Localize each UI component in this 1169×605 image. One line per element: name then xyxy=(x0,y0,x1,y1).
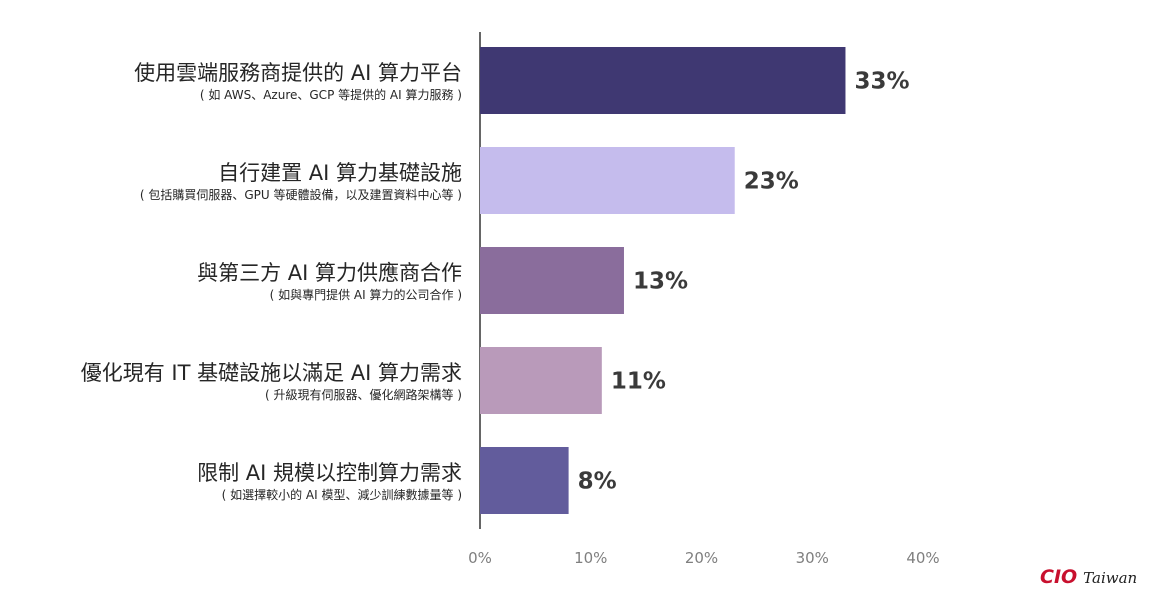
value-label-4: 11% xyxy=(611,369,666,395)
value-label-2: 23% xyxy=(744,169,799,195)
category-sublabel-5: ( 如選擇較小的 AI 模型、減少訓練數據量等 ) xyxy=(222,487,462,502)
value-label-3: 13% xyxy=(633,269,688,295)
value-label-1: 33% xyxy=(854,69,909,95)
x-tick-label-1: 0% xyxy=(468,549,492,567)
x-tick-label-4: 30% xyxy=(796,549,829,567)
category-sublabel-3: ( 如與專門提供 AI 算力的公司合作 ) xyxy=(270,287,462,302)
brand-logo: CIO Taiwan xyxy=(1040,566,1137,588)
value-label-5: 8% xyxy=(578,469,617,495)
category-label-2: 自行建置 AI 算力基礎設施 xyxy=(218,161,462,185)
x-tick-label-5: 40% xyxy=(906,549,939,567)
bar-5 xyxy=(480,447,569,514)
category-sublabel-2: ( 包括購買伺服器、GPU 等硬體設備，以及建置資料中心等 ) xyxy=(140,187,462,202)
brand-name: CIO xyxy=(1040,566,1078,588)
x-tick-label-2: 10% xyxy=(574,549,607,567)
brand-suffix: Taiwan xyxy=(1083,569,1138,587)
bar-3 xyxy=(480,247,624,314)
category-sublabel-1: ( 如 AWS、Azure、GCP 等提供的 AI 算力服務 ) xyxy=(200,87,462,102)
category-label-1: 使用雲端服務商提供的 AI 算力平台 xyxy=(134,61,462,85)
category-label-3: 與第三方 AI 算力供應商合作 xyxy=(197,261,462,285)
bar-1 xyxy=(480,47,846,114)
category-label-5: 限制 AI 規模以控制算力需求 xyxy=(197,461,462,485)
category-sublabel-4: ( 升級現有伺服器、優化網路架構等 ) xyxy=(265,387,462,402)
category-label-4: 優化現有 IT 基礎設施以滿足 AI 算力需求 xyxy=(81,361,462,385)
bar-2 xyxy=(480,147,735,214)
bar-4 xyxy=(480,347,602,414)
x-tick-label-3: 20% xyxy=(685,549,718,567)
